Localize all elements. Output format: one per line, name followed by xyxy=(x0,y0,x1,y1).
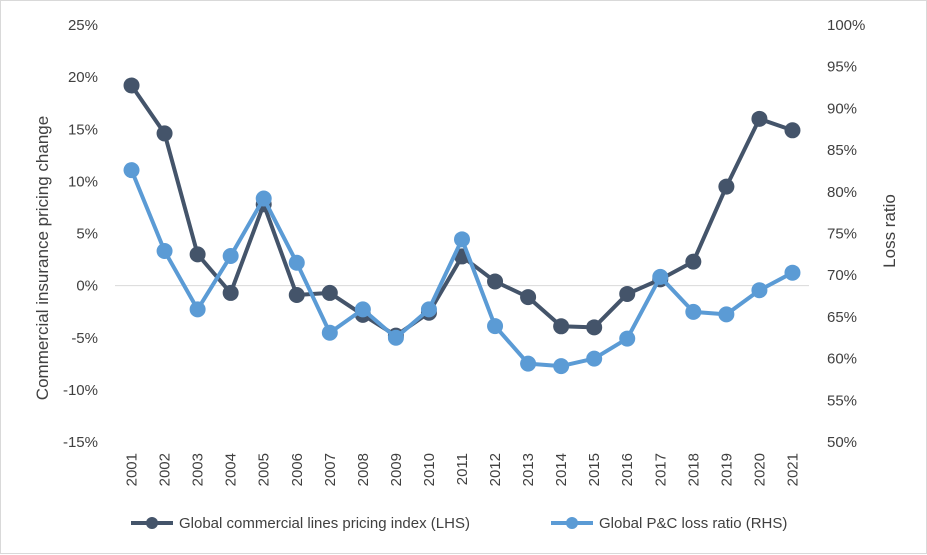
right-axis-ticks: 100% 95% 90% 85% 80% 75% 70% 65% 60% 55% 50% xyxy=(827,17,865,451)
data-point xyxy=(784,264,801,281)
x-tick-label: 2005 xyxy=(256,453,273,486)
series-layer xyxy=(123,77,801,375)
data-point xyxy=(288,287,305,304)
legend-loss-ratio-marker xyxy=(566,517,578,529)
data-point xyxy=(288,254,305,271)
x-tick-label: 2010 xyxy=(421,453,438,486)
data-point xyxy=(123,77,140,94)
data-point xyxy=(123,162,140,179)
x-tick-label: 2021 xyxy=(784,453,801,486)
x-tick-label: 2015 xyxy=(586,453,603,486)
data-point xyxy=(652,268,669,285)
right-tick-label: 50% xyxy=(827,434,857,451)
data-point xyxy=(553,318,570,335)
right-tick-label: 100% xyxy=(827,17,865,34)
right-tick-label: 65% xyxy=(827,309,857,326)
x-tick-label: 2012 xyxy=(487,453,504,486)
left-axis-title: Commercial insurance pricing change xyxy=(33,116,52,400)
x-tick-label: 2019 xyxy=(718,453,735,486)
data-point xyxy=(222,248,239,265)
x-tick-label: 2007 xyxy=(322,453,339,486)
x-tick-label: 2004 xyxy=(223,453,240,486)
data-point xyxy=(520,289,537,306)
left-tick-label: 20% xyxy=(68,69,98,86)
legend-loss-ratio-label: Global P&C loss ratio (RHS) xyxy=(599,515,787,532)
right-tick-label: 95% xyxy=(827,59,857,76)
data-point xyxy=(387,329,404,346)
data-point xyxy=(751,282,768,299)
data-point xyxy=(454,231,470,248)
right-tick-label: 90% xyxy=(827,100,857,117)
x-tick-label: 2003 xyxy=(190,453,207,486)
x-tick-label: 2016 xyxy=(619,453,636,486)
data-point xyxy=(619,285,636,302)
x-tick-label: 2011 xyxy=(454,453,471,485)
data-point xyxy=(586,350,603,367)
left-tick-label: 15% xyxy=(68,121,98,138)
data-point xyxy=(718,178,735,195)
left-tick-label: 0% xyxy=(76,278,98,295)
data-point xyxy=(619,330,636,347)
data-point xyxy=(420,301,437,318)
data-point xyxy=(487,318,504,335)
right-tick-label: 80% xyxy=(827,184,857,201)
x-tick-label: 2006 xyxy=(289,453,306,486)
data-point xyxy=(321,324,338,341)
left-axis-ticks: 25% 20% 15% 10% 5% 0% -5% -10% -15% xyxy=(63,17,98,451)
legend-item-pricing: Global commercial lines pricing index (L… xyxy=(131,515,470,532)
data-point xyxy=(222,284,239,301)
right-tick-label: 75% xyxy=(827,226,857,243)
x-tick-label: 2002 xyxy=(157,453,174,486)
right-tick-label: 85% xyxy=(827,142,857,159)
x-axis-ticks: 2001 2002 2003 2004 2005 2006 2007 2008 2009 2010… xyxy=(124,453,802,486)
left-tick-label: -5% xyxy=(71,330,98,347)
legend-pricing-marker xyxy=(146,517,158,529)
left-tick-label: -10% xyxy=(63,382,98,399)
x-tick-label: 2020 xyxy=(751,453,768,486)
right-tick-label: 60% xyxy=(827,351,857,368)
x-tick-label: 2013 xyxy=(520,453,537,486)
x-tick-label: 2008 xyxy=(355,453,372,486)
legend-pricing-label: Global commercial lines pricing index (L… xyxy=(179,515,470,532)
data-point xyxy=(354,301,371,318)
data-point xyxy=(189,301,206,318)
data-point xyxy=(255,190,272,207)
right-axis-title: Loss ratio xyxy=(880,194,899,268)
right-tick-label: 55% xyxy=(827,392,857,409)
data-point xyxy=(156,125,173,142)
data-point xyxy=(156,243,173,260)
data-point xyxy=(718,306,735,323)
x-tick-label: 2009 xyxy=(388,453,405,486)
series-loss-ratio xyxy=(123,162,801,375)
data-point xyxy=(520,355,537,372)
data-point xyxy=(685,253,702,270)
data-point xyxy=(784,122,801,139)
left-tick-label: -15% xyxy=(63,434,98,451)
left-tick-label: 25% xyxy=(68,17,98,34)
x-tick-label: 2017 xyxy=(652,453,669,486)
data-point xyxy=(189,246,206,263)
data-point xyxy=(487,273,504,290)
legend-item-loss-ratio: Global P&C loss ratio (RHS) xyxy=(551,515,787,532)
right-tick-label: 70% xyxy=(827,267,857,284)
data-point xyxy=(553,358,570,375)
data-point xyxy=(321,284,338,301)
data-point xyxy=(586,319,603,336)
data-point xyxy=(751,110,768,127)
legend: Global commercial lines pricing index (L… xyxy=(131,515,787,532)
x-tick-label: 2001 xyxy=(124,453,141,486)
x-tick-label: 2014 xyxy=(553,453,570,486)
x-tick-label: 2018 xyxy=(685,453,702,486)
data-point xyxy=(685,303,702,320)
left-tick-label: 5% xyxy=(76,226,98,243)
series-pricing-index xyxy=(123,77,801,344)
left-tick-label: 10% xyxy=(68,173,98,190)
